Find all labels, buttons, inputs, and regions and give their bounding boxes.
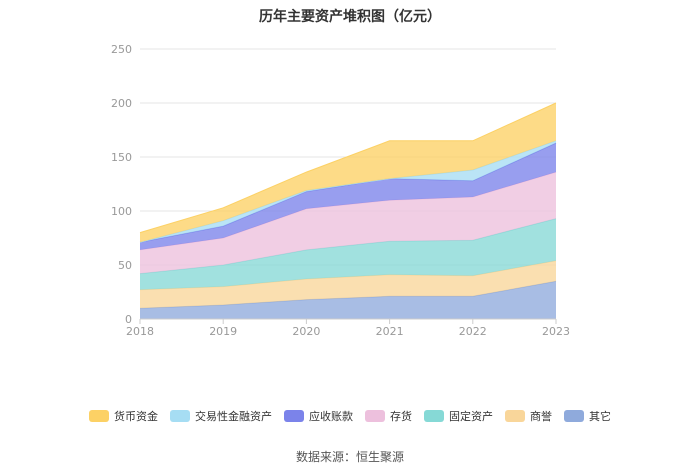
legend-item[interactable]: 存货 [365,408,412,424]
data-source: 数据来源：恒生聚源 [295,450,404,464]
legend-swatch [89,410,109,422]
x-tick-label: 2023 [542,325,570,338]
area-series-0 [140,281,556,319]
legend-label: 应收账款 [309,410,353,423]
axes: 0 50 100 150 200 250 2018 2019 2020 2021 2022 2023 [111,43,570,338]
legend-label: 其它 [589,410,611,423]
legend-swatch [564,410,584,422]
area-series-4 [140,143,556,250]
y-tick-label: 200 [111,97,132,110]
legend-label: 商誉 [530,410,552,423]
legend-item[interactable]: 固定资产 [424,408,493,424]
legend-item[interactable]: 货币资金 [89,408,158,424]
x-tick-label: 2019 [209,325,237,338]
area-series-3 [140,172,556,274]
legend-swatch [365,410,385,422]
x-tick-label: 2020 [292,325,320,338]
legend-swatch [505,410,525,422]
y-tick-label: 0 [125,313,132,326]
x-tick-label: 2022 [459,325,487,338]
y-tick-label: 250 [111,43,132,56]
legend-swatch [424,410,444,422]
legend-swatch [284,410,304,422]
area-series-2 [140,218,556,290]
legend-item[interactable]: 交易性金融资产 [170,408,272,424]
legend-label: 固定资产 [449,410,493,423]
y-tick-label: 150 [111,151,132,164]
legend-item[interactable]: 其它 [564,408,611,424]
chart-title: 历年主要资产堆积图（亿元） [259,9,441,25]
legend-item[interactable]: 应收账款 [284,408,353,424]
legend-item[interactable]: 商誉 [505,408,552,424]
y-tick-label: 50 [118,259,132,272]
area-series-1 [140,260,556,309]
x-tick-label: 2018 [126,325,154,338]
legend: 货币资金 交易性金融资产 应收账款 存货 固定资产 商誉 其它 [0,408,700,424]
legend-label: 交易性金融资产 [195,410,272,423]
area-series [139,102,557,319]
x-tick-label: 2021 [376,325,404,338]
area-series-6 [140,103,556,243]
area-edge-6 [139,102,557,234]
legend-label: 货币资金 [114,410,158,423]
stacked-area-chart: 0 50 100 150 200 250 2018 2019 2020 2021 2022 2023 [111,43,570,338]
legend-swatch [170,410,190,422]
y-tick-label: 100 [111,205,132,218]
area-series-5 [140,140,556,243]
legend-label: 存货 [390,410,412,423]
